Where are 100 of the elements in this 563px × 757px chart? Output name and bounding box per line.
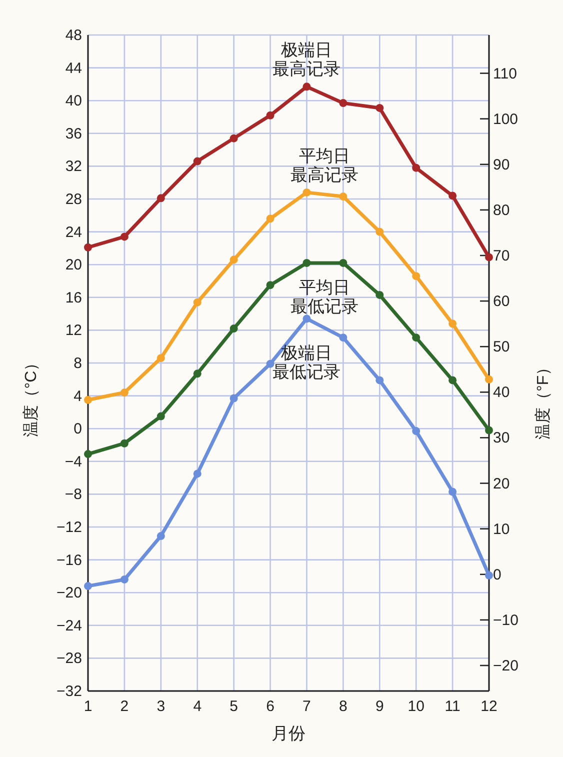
point	[376, 290, 384, 299]
x-tick-label: 12	[480, 698, 498, 715]
y-tick-label: −28	[56, 650, 82, 668]
y-tick-label: −12	[56, 519, 82, 536]
x-tick-label: 10	[408, 698, 424, 715]
y2-tick-label: 30	[493, 430, 510, 447]
x-tick-label: 5	[230, 698, 238, 715]
point	[230, 134, 238, 142]
y2-axis-title: 温度（°F）	[534, 359, 552, 440]
y-tick-label: −16	[56, 552, 82, 569]
point	[448, 488, 457, 496]
x-axis-title: 月份	[272, 724, 306, 743]
x-tick-label: 9	[375, 698, 384, 715]
point	[230, 256, 238, 264]
y-tick-label: −4	[64, 453, 82, 470]
x-tick-label: 8	[339, 698, 348, 715]
y-tick-label: −8	[64, 486, 82, 504]
point	[485, 426, 493, 434]
y2-tick-label: 60	[493, 293, 510, 310]
series-label: 极端日最低记录	[272, 344, 341, 382]
y2-tick-label: −20	[493, 657, 518, 674]
point	[84, 396, 92, 404]
point	[448, 320, 457, 328]
y2-tick-label: 0	[493, 566, 502, 584]
point	[193, 470, 202, 478]
y-tick-label: 0	[74, 420, 82, 438]
y-tick-label: 32	[65, 158, 82, 176]
y2-tick-label: 80	[493, 202, 510, 219]
y-tick-label: 28	[65, 191, 82, 208]
point	[120, 232, 128, 241]
point	[266, 111, 274, 120]
x-tick-label: 3	[156, 698, 166, 715]
point	[412, 272, 420, 280]
y2-tick-label: 50	[493, 338, 510, 356]
point	[412, 427, 420, 436]
y-tick-label: 36	[65, 125, 82, 142]
point	[193, 157, 202, 166]
y-tick-label: 44	[65, 60, 82, 77]
point	[485, 375, 493, 384]
point	[485, 571, 493, 580]
y-tick-label: 48	[65, 27, 82, 44]
point	[120, 439, 128, 448]
point	[156, 412, 165, 420]
point	[302, 188, 311, 196]
point	[266, 214, 274, 223]
point	[302, 82, 311, 91]
x-tick-label: 1	[84, 698, 92, 715]
x-tick-label: 11	[444, 698, 460, 715]
point	[84, 243, 92, 252]
point	[412, 334, 420, 342]
point	[339, 258, 348, 267]
point	[302, 314, 311, 323]
point	[339, 99, 348, 108]
y-tick-label: −32	[56, 683, 82, 700]
y2-tick-label: 40	[493, 384, 510, 402]
point	[448, 192, 457, 200]
point	[193, 298, 202, 306]
point	[412, 164, 420, 172]
point	[339, 334, 348, 342]
point	[266, 281, 274, 290]
point	[339, 192, 348, 201]
series-label: 极端日最高记录	[272, 40, 341, 79]
x-tick-label: 7	[302, 698, 311, 715]
y-tick-label: 8	[74, 355, 82, 372]
y-tick-label: 16	[65, 289, 82, 306]
point	[84, 450, 92, 458]
point	[120, 388, 128, 397]
y-tick-label: 4	[74, 388, 82, 405]
y2-tick-label: 70	[493, 247, 510, 264]
point	[485, 253, 493, 262]
y-axis-title: 温度（°C）	[22, 354, 40, 437]
point	[156, 194, 165, 202]
x-tick-label: 2	[120, 698, 129, 715]
y-tick-label: 24	[65, 224, 82, 241]
point	[448, 376, 457, 384]
x-tick-label: 6	[266, 698, 274, 715]
y-tick-label: 40	[65, 92, 82, 110]
y-tick-label: 12	[65, 322, 82, 340]
y2-tick-label: 20	[493, 475, 510, 492]
point	[302, 258, 311, 267]
point	[156, 532, 165, 540]
y-tick-label: −20	[56, 584, 82, 602]
point	[376, 376, 384, 384]
series-label: 平均日最高记录	[290, 146, 359, 184]
y2-tick-label: 10	[493, 520, 510, 538]
y2-tick-label: −10	[493, 612, 518, 629]
point	[120, 575, 128, 584]
y2-tick-label: 110	[493, 65, 517, 82]
series-label: 平均日最低记录	[290, 278, 359, 316]
point	[84, 582, 92, 590]
point	[230, 394, 238, 402]
y-tick-label: 20	[65, 256, 82, 274]
point	[376, 104, 384, 112]
point	[230, 324, 238, 333]
y2-tick-label: 90	[493, 156, 510, 174]
x-tick-label: 4	[193, 698, 202, 715]
point	[156, 354, 165, 362]
y-tick-label: −24	[56, 617, 82, 634]
point	[193, 370, 202, 378]
point	[376, 228, 384, 236]
